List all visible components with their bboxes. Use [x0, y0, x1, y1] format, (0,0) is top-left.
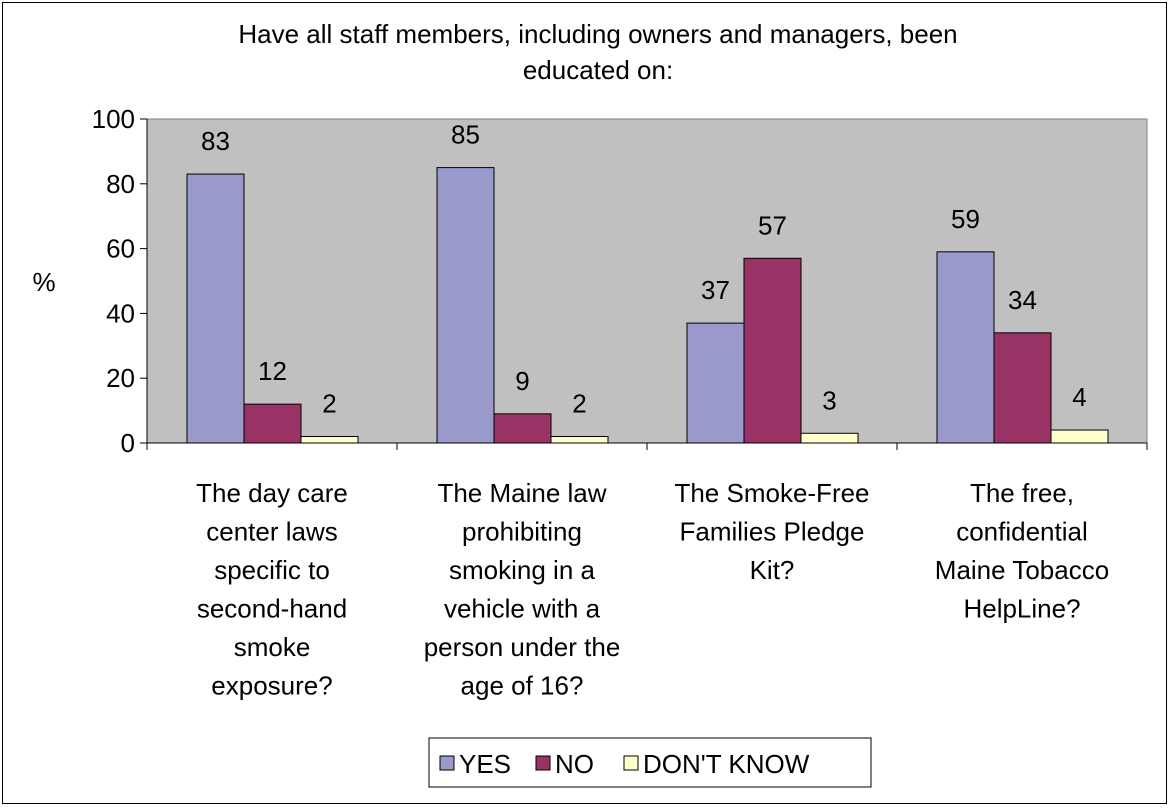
bar	[300, 436, 359, 444]
bar	[550, 436, 609, 444]
data-label: 3	[822, 385, 836, 415]
data-label: 59	[951, 204, 980, 234]
legend-label: NO	[555, 749, 594, 779]
data-label: 85	[451, 120, 480, 150]
data-label: 34	[1008, 285, 1037, 315]
bar	[1050, 429, 1109, 444]
legend-swatch	[535, 755, 551, 771]
category-label-line: The day care	[196, 478, 348, 508]
category-label-line: exposure?	[211, 671, 332, 701]
bar	[686, 322, 745, 444]
bar	[936, 251, 995, 444]
category-label-line: HelpLine?	[963, 594, 1080, 624]
category-label-line: age of 16?	[461, 671, 584, 701]
bar	[993, 332, 1052, 444]
category-label-line: prohibiting	[462, 517, 582, 547]
category-label-line: person under the	[424, 632, 621, 662]
bar	[493, 413, 552, 444]
category-label-line: confidential	[956, 517, 1088, 547]
category-label-line: Kit?	[750, 555, 795, 585]
data-label: 2	[322, 389, 336, 419]
data-label: 83	[201, 126, 230, 156]
category-label-line: vehicle with a	[444, 594, 601, 624]
bar	[743, 257, 802, 444]
legend-swatch	[623, 755, 639, 771]
category-label-line: The Maine law	[437, 478, 606, 508]
category-label-line: Families Pledge	[680, 517, 865, 547]
bar	[243, 403, 302, 444]
data-label: 4	[1072, 382, 1086, 412]
category-label-line: The free,	[970, 478, 1074, 508]
y-tick-label: 40	[106, 298, 135, 328]
y-tick-label: 100	[92, 104, 135, 134]
category-label-line: The Smoke-Free	[674, 478, 869, 508]
y-axis-label: %	[32, 267, 55, 297]
category-label-line: smoke	[234, 632, 311, 662]
data-label: 12	[258, 356, 287, 386]
category-label-line: smoking in a	[449, 555, 595, 585]
legend-swatch	[439, 755, 455, 771]
bar	[436, 167, 495, 444]
category-label-line: second-hand	[197, 594, 347, 624]
legend-label: DON'T KNOW	[643, 749, 810, 779]
category-label-line: specific to	[214, 555, 330, 585]
y-tick-label: 60	[106, 234, 135, 264]
bar	[186, 173, 245, 444]
y-tick-label: 20	[106, 363, 135, 393]
data-label: 57	[758, 210, 787, 240]
y-tick-label: 80	[106, 169, 135, 199]
legend-box	[428, 737, 872, 788]
chart-title-line: educated on:	[523, 55, 673, 85]
data-label: 9	[515, 366, 529, 396]
bar	[800, 432, 859, 444]
data-label: 2	[572, 389, 586, 419]
y-tick-label: 0	[121, 428, 135, 458]
category-label-line: Maine Tobacco	[935, 555, 1109, 585]
category-label-line: center laws	[206, 517, 338, 547]
legend-label: YES	[459, 749, 511, 779]
data-label: 37	[701, 275, 730, 305]
chart-title-line: Have all staff members, including owners…	[238, 19, 957, 49]
